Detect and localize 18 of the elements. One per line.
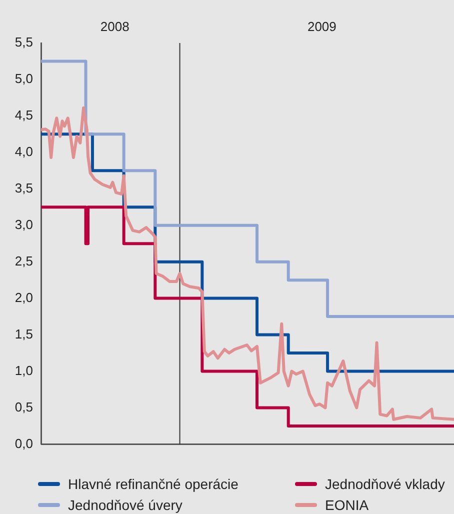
y-tick-label: 3,5 <box>14 180 33 196</box>
y-tick-label: 4,5 <box>14 108 33 123</box>
y-tick-label: 1,5 <box>14 326 33 342</box>
legend-label: EONIA <box>325 496 369 512</box>
legend-label: Hlavné refinančné operácie <box>68 476 238 492</box>
x-tick-label: 2009 <box>307 18 336 34</box>
legend-label: Jednodňové úvery <box>68 496 182 512</box>
y-tick-label: 2,5 <box>14 253 33 268</box>
y-tick-label: 2,0 <box>14 290 33 305</box>
y-tick-label: 5,5 <box>14 34 33 50</box>
legend-label: Jednodňové vklady <box>325 476 445 492</box>
x-tick-label: 2008 <box>100 18 130 34</box>
y-tick-label: 4,0 <box>14 144 33 159</box>
y-tick-label: 1,0 <box>14 362 33 378</box>
y-tick-label: 0,0 <box>14 436 33 451</box>
y-tick-label: 3,0 <box>14 216 33 232</box>
y-tick-label: 0,5 <box>14 399 33 414</box>
y-tick-label: 5,0 <box>14 71 33 86</box>
